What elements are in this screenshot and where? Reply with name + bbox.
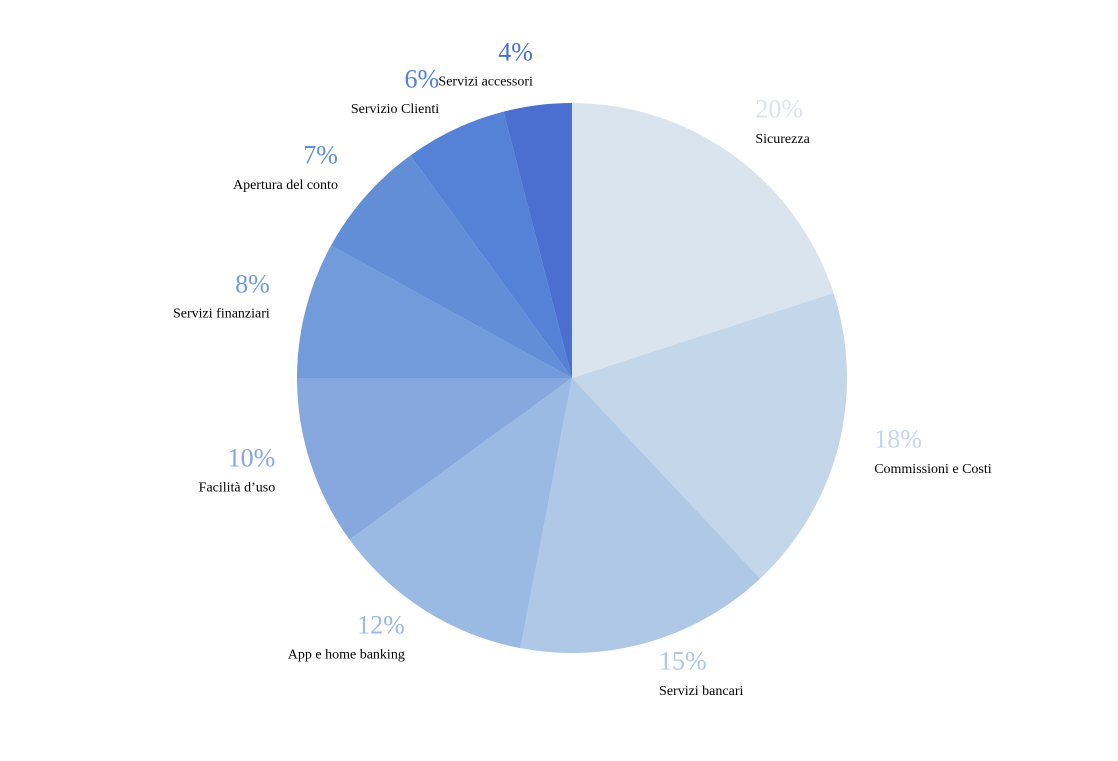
category-label: Servizi finanziari [173,307,270,322]
value-label: 6% [404,65,439,94]
pie-slice [572,293,847,579]
value-label: 4% [498,37,533,66]
pie-slice [503,103,572,378]
category-label: Servizi bancari [659,684,743,699]
category-label: Sicurezza [755,132,810,147]
pie-slice [410,111,572,378]
value-label: 15% [659,647,707,676]
category-label: Commissioni e Costi [874,462,992,477]
pie-slice [572,103,834,378]
category-label: Facilità d’uso [199,481,276,496]
value-label: 7% [303,141,338,170]
value-label: 20% [755,95,803,124]
value-label: 10% [228,443,276,472]
pie-slice [297,378,572,540]
value-label: 12% [357,610,405,639]
pie-slice [331,155,572,378]
pie-slice [520,378,761,653]
pie-slice [349,378,572,649]
pie-slice [297,245,572,378]
category-label: Servizio Clienti [351,102,439,117]
category-label: Servizi accessori [438,75,533,90]
category-label: Apertura del conto [233,178,338,193]
value-label: 8% [235,269,270,298]
category-label: App e home banking [288,648,405,663]
value-label: 18% [874,425,922,454]
